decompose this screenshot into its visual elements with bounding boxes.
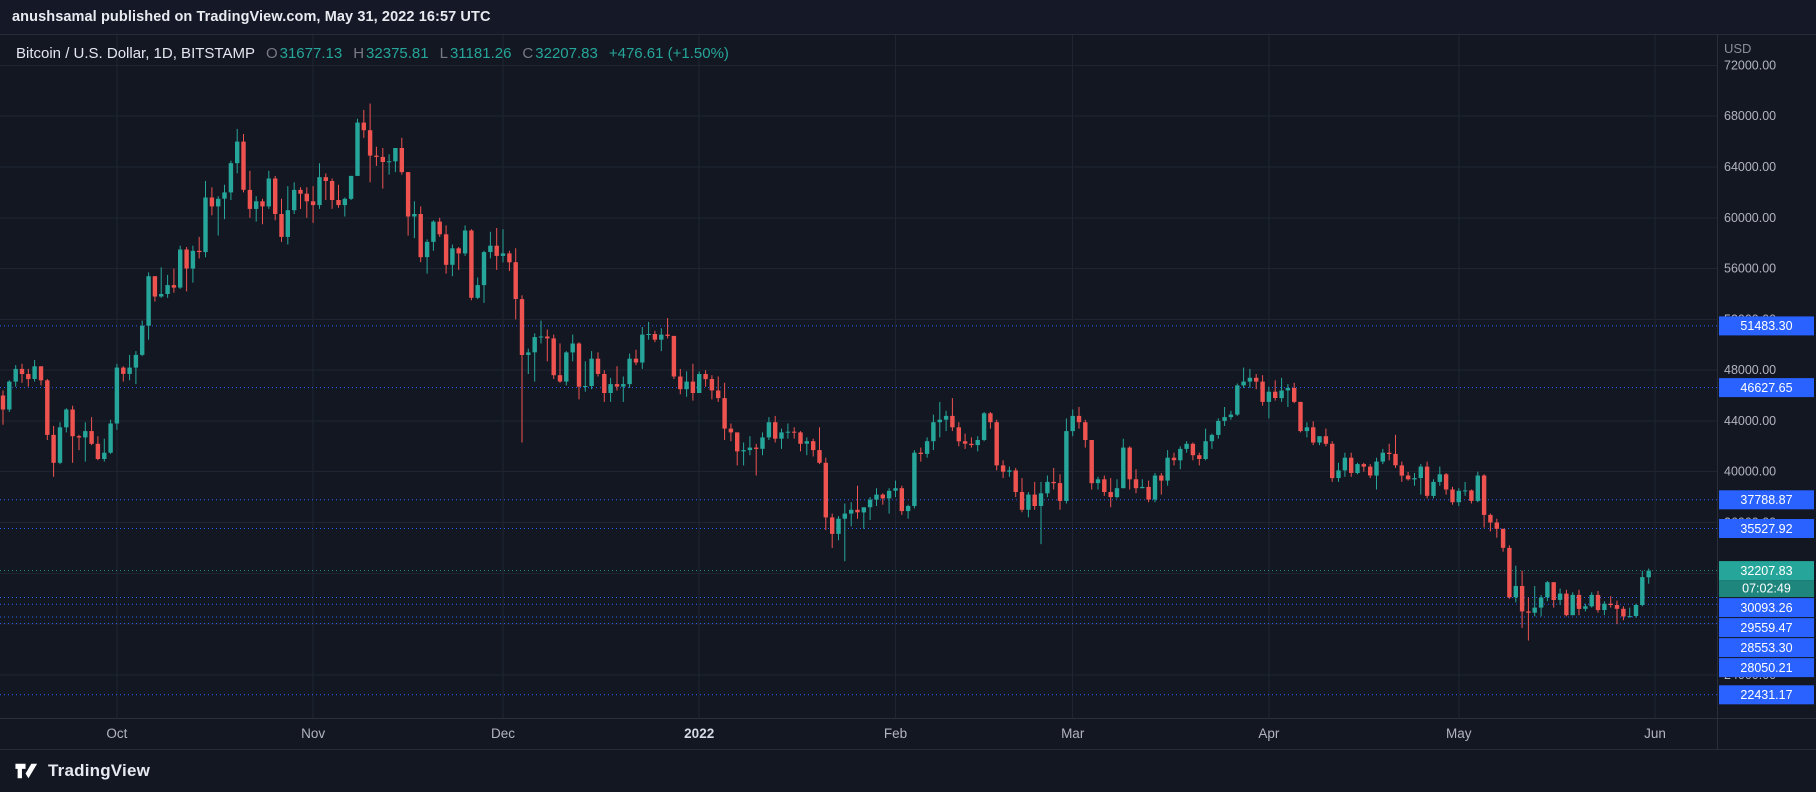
svg-text:Nov: Nov: [301, 726, 325, 741]
footer-bar: TradingView: [0, 749, 1816, 792]
alert-price-label: 28050.21: [1719, 658, 1814, 678]
svg-text:48000.00: 48000.00: [1724, 363, 1776, 377]
alert-price-label: 51483.30: [1719, 316, 1814, 336]
svg-text:2022: 2022: [684, 726, 714, 741]
svg-text:51483.30: 51483.30: [1740, 319, 1792, 333]
svg-text:28553.30: 28553.30: [1740, 641, 1792, 655]
svg-text:Oct: Oct: [106, 726, 127, 741]
currency-label: USD: [1724, 41, 1751, 56]
svg-text:Dec: Dec: [491, 726, 515, 741]
svg-text:40000.00: 40000.00: [1724, 465, 1776, 479]
svg-text:44000.00: 44000.00: [1724, 414, 1776, 428]
svg-text:22431.17: 22431.17: [1740, 688, 1792, 702]
alert-price-label: 28553.30: [1719, 638, 1814, 658]
bar-countdown: 07:02:49: [1742, 582, 1791, 596]
alert-price-label: 22431.17: [1719, 685, 1814, 705]
svg-text:28050.21: 28050.21: [1740, 661, 1792, 675]
svg-text:56000.00: 56000.00: [1724, 262, 1776, 276]
axis-borders: [0, 35, 1816, 749]
svg-text:30093.26: 30093.26: [1740, 601, 1792, 615]
svg-text:29559.47: 29559.47: [1740, 621, 1792, 635]
publish-header: anushsamal published on TradingView.com,…: [0, 0, 1816, 35]
current-price-label: 32207.83 07:02:49: [1719, 561, 1814, 598]
svg-text:May: May: [1446, 726, 1472, 741]
alert-price-label: 37788.87: [1719, 490, 1814, 510]
tradingview-wordmark: TradingView: [48, 761, 151, 780]
btcusd-candlestick-chart[interactable]: Oct Nov Dec 2022 Feb Mar Apr May Jun USD 72000.00 6…: [0, 35, 1816, 749]
price-scale[interactable]: USD 72000.00 68000.00 64000.00 60000.00 56000…: [1719, 41, 1814, 705]
alert-price-label: 30093.26: [1719, 598, 1814, 618]
svg-text:64000.00: 64000.00: [1724, 160, 1776, 174]
time-axis[interactable]: Oct Nov Dec 2022 Feb Mar Apr May Jun: [106, 726, 1665, 741]
svg-text:68000.00: 68000.00: [1724, 109, 1776, 123]
alert-price-label: 35527.92: [1719, 519, 1814, 538]
svg-text:37788.87: 37788.87: [1740, 493, 1792, 507]
alert-price-label: 29559.47: [1719, 618, 1814, 638]
grid-lines: [0, 35, 1717, 718]
candles-series[interactable]: [0, 103, 1651, 641]
publish-info-text: anushsamal published on TradingView.com,…: [12, 9, 491, 25]
svg-text:Feb: Feb: [884, 726, 907, 741]
svg-text:72000.00: 72000.00: [1724, 59, 1776, 73]
tradingview-link[interactable]: TradingView: [14, 761, 150, 781]
svg-text:46627.65: 46627.65: [1740, 381, 1792, 395]
alert-price-label: 46627.65: [1719, 378, 1814, 398]
svg-text:Mar: Mar: [1061, 726, 1085, 741]
chart-stage: Oct Nov Dec 2022 Feb Mar Apr May Jun USD 72000.00 6…: [0, 35, 1816, 749]
svg-text:Apr: Apr: [1258, 726, 1280, 741]
symbol-title[interactable]: Bitcoin / U.S. Dollar, 1D, BITSTAMP: [16, 45, 255, 62]
svg-text:60000.00: 60000.00: [1724, 211, 1776, 225]
tradingview-logo-icon: [14, 762, 40, 780]
svg-text:35527.92: 35527.92: [1740, 522, 1792, 536]
svg-text:Jun: Jun: [1644, 726, 1666, 741]
svg-text:32207.83: 32207.83: [1740, 564, 1792, 578]
